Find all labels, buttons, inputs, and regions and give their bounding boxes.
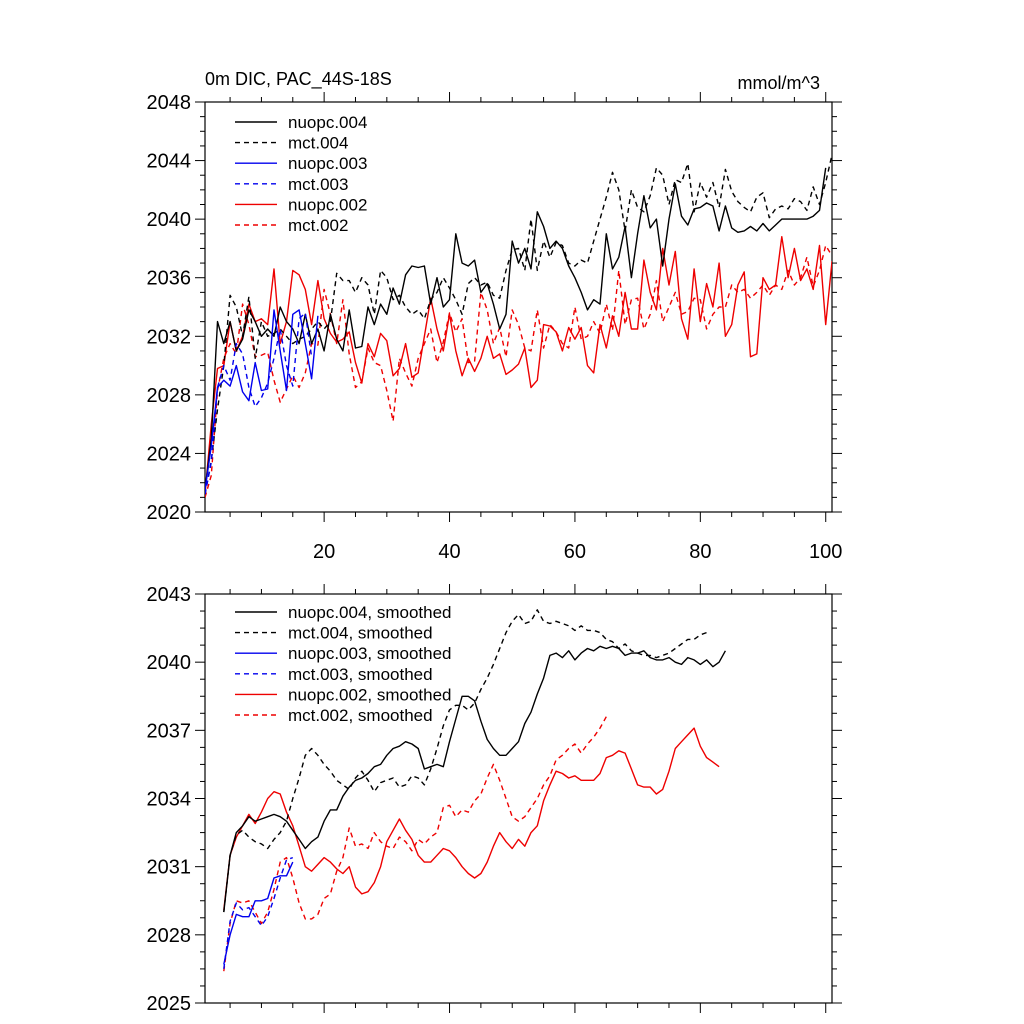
series-line-nuopc-002	[205, 235, 832, 495]
series-line-mct-004	[205, 154, 832, 495]
legend-label: mct.003, smoothed	[288, 665, 433, 684]
series-line-nuopc-004	[205, 167, 827, 491]
legend-label: mct.004	[288, 134, 348, 153]
y-tick-label: 2040	[147, 209, 192, 231]
y-tick-label: 2032	[147, 326, 192, 348]
y-tick-label: 2020	[147, 502, 192, 524]
legend-label: nuopc.002, smoothed	[288, 685, 452, 704]
series-group	[223, 609, 727, 972]
series-line-mct-002	[205, 244, 832, 498]
x-tick-label: 80	[689, 541, 711, 563]
bottom-panel: 2025 2028 2031 2034 2037 2040 2043 nuopc.004, s…	[147, 584, 842, 1015]
legend-label: mct.002, smoothed	[288, 706, 433, 725]
series-line-mct-002-smoothed	[223, 716, 607, 972]
legend-label: nuopc.003, smoothed	[288, 644, 452, 663]
legend-label: mct.002	[288, 216, 348, 235]
y-tick-label: 2034	[147, 789, 192, 811]
series-line-nuopc-003-smoothed	[223, 861, 294, 965]
series-line-mct-003	[205, 312, 313, 495]
series-line-nuopc-003	[205, 309, 319, 491]
x-tick-label: 60	[564, 541, 586, 563]
legend-label: nuopc.004	[288, 113, 367, 132]
x-tick-label: 100	[809, 541, 842, 563]
chart-title: 0m DIC, PAC_44S-18S	[205, 69, 392, 90]
legend-label: mct.004, smoothed	[288, 624, 433, 643]
y-tick-label: 2048	[147, 92, 192, 114]
y-tick-label: 2043	[147, 584, 192, 606]
series-line-mct-004-smoothed	[223, 609, 707, 913]
y-tick-label: 2040	[147, 652, 192, 674]
y-tick-label: 2028	[147, 385, 192, 407]
legend-label: nuopc.002	[288, 195, 367, 214]
x-tick-label: 20	[313, 541, 335, 563]
y-tick-label: 2028	[147, 925, 192, 947]
y-tick-label: 2024	[147, 443, 192, 465]
y-tick-label: 2036	[147, 268, 192, 290]
series-line-mct-003-smoothed	[223, 856, 294, 969]
legend-label: nuopc.003	[288, 154, 367, 173]
legend-label: nuopc.004, smoothed	[288, 603, 452, 622]
y-tick-label: 2025	[147, 993, 192, 1015]
legend-label: mct.003	[288, 175, 348, 194]
y-tick-label: 2031	[147, 857, 192, 879]
y-tick-label: 2037	[147, 720, 192, 742]
series-group	[205, 154, 832, 498]
series-line-nuopc-002-smoothed	[223, 727, 720, 910]
y-tick-label: 2044	[147, 151, 192, 173]
series-line-nuopc-004-smoothed	[223, 645, 727, 913]
units-label: mmol/m^3	[738, 73, 820, 93]
x-tick-label: 40	[438, 541, 460, 563]
